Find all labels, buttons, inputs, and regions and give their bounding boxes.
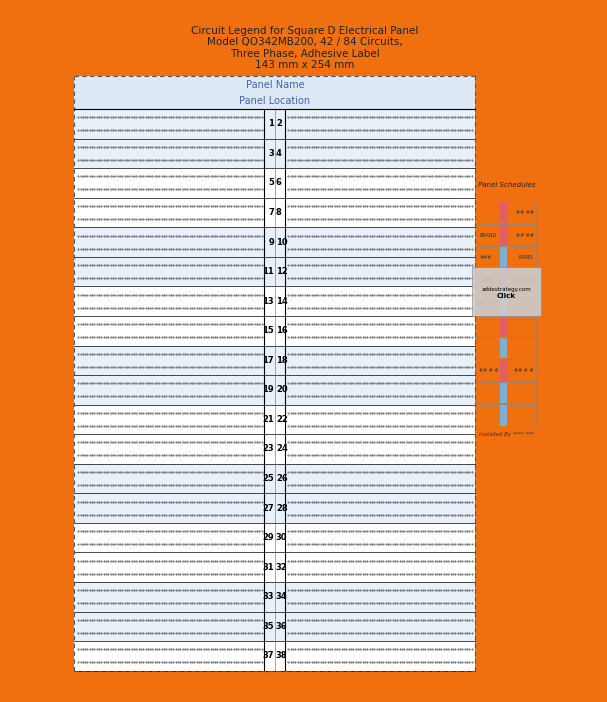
Bar [75,552,475,582]
Text: 15: 15 [262,326,274,336]
Text: 37: 37 [262,651,274,661]
Text: 12: 12 [276,267,288,276]
Text: 5: 5 [268,178,274,187]
Bar [75,404,475,435]
Text: ## ##: ## ## [516,232,534,237]
Bar [500,225,507,246]
Text: 6: 6 [276,178,282,187]
Text: Model QO342MB200, 42 / 84 Circuits,: Model QO342MB200, 42 / 84 Circuits, [207,37,403,47]
Bar [500,315,507,336]
Bar [75,257,475,286]
Text: 38: 38 [276,651,287,661]
Bar [75,168,475,198]
Text: 14: 14 [276,297,288,305]
Text: 20: 20 [276,385,288,395]
Bar [500,360,507,380]
Bar [500,405,507,426]
Bar [75,611,475,641]
Text: Panel Location: Panel Location [239,96,311,107]
Text: 29: 29 [262,534,274,542]
Text: 10: 10 [276,237,288,246]
Text: 26: 26 [276,474,288,483]
Text: 21: 21 [262,415,274,424]
Bar [500,202,507,223]
Text: 34: 34 [276,592,288,602]
Text: 7: 7 [268,208,274,217]
Text: 27: 27 [262,503,274,512]
Bar [75,375,475,404]
Text: 19: 19 [262,385,274,395]
Text: Three Phase, Adhesive Label: Three Phase, Adhesive Label [230,48,380,58]
Text: Circuit Legend for Square D Electrical Panel: Circuit Legend for Square D Electrical P… [191,25,419,36]
Text: 28: 28 [276,503,288,512]
Bar [75,316,475,345]
Text: 4: 4 [276,149,282,158]
Text: 22: 22 [276,415,288,424]
Text: 8: 8 [276,208,282,217]
Text: LABEL ID: LABEL ID [480,278,501,283]
Bar [75,77,475,94]
Bar [75,435,475,464]
Text: AT: AT [527,300,534,305]
Bar [75,227,475,257]
Text: 36: 36 [276,622,288,631]
Text: ## # #: ## # # [480,300,499,305]
Text: 16: 16 [276,326,288,336]
Text: 24: 24 [276,444,288,453]
Text: Installed By **** ***: Installed By **** *** [479,432,534,437]
Text: BRAND: BRAND [480,232,497,237]
Text: PANEL: PANEL [518,255,534,260]
Text: Panel Schedules: Panel Schedules [478,182,535,188]
Bar [75,582,475,611]
Text: 11: 11 [262,267,274,276]
Bar [472,267,541,317]
Text: 2: 2 [276,119,282,128]
Bar [75,109,475,138]
Bar [75,94,475,109]
Text: 33: 33 [262,592,274,602]
Text: 1: 1 [268,119,274,128]
Text: 35: 35 [262,622,274,631]
Text: 30: 30 [276,534,287,542]
Bar [75,286,475,316]
Text: ## # #: ## # # [514,368,534,373]
Bar [75,464,475,494]
Text: addestrategy.com: addestrategy.com [481,287,531,292]
Text: 32: 32 [276,563,288,571]
Bar [500,293,507,313]
Text: 9: 9 [268,237,274,246]
Text: 17: 17 [262,356,274,365]
Bar [75,345,475,375]
Text: 13: 13 [262,297,274,305]
Text: ## ##: ## ## [516,210,534,215]
Text: 23: 23 [262,444,274,453]
Bar [75,494,475,523]
Bar [75,198,475,227]
Bar [500,383,507,404]
Bar [500,270,507,291]
Bar [75,641,475,670]
Bar [75,523,475,552]
Text: 143 mm x 254 mm: 143 mm x 254 mm [256,60,354,70]
Text: ###: ### [480,255,492,260]
Text: ## ###: ## ### [512,278,534,283]
Bar [500,247,507,268]
Text: 18: 18 [276,356,288,365]
Text: ## # #: ## # # [480,368,499,373]
Text: 25: 25 [262,474,274,483]
Text: Click: Click [497,293,516,299]
Text: Panel Name: Panel Name [246,80,304,90]
Text: 3: 3 [268,149,274,158]
Text: 31: 31 [262,563,274,571]
Bar [75,138,475,168]
Bar [500,338,507,358]
